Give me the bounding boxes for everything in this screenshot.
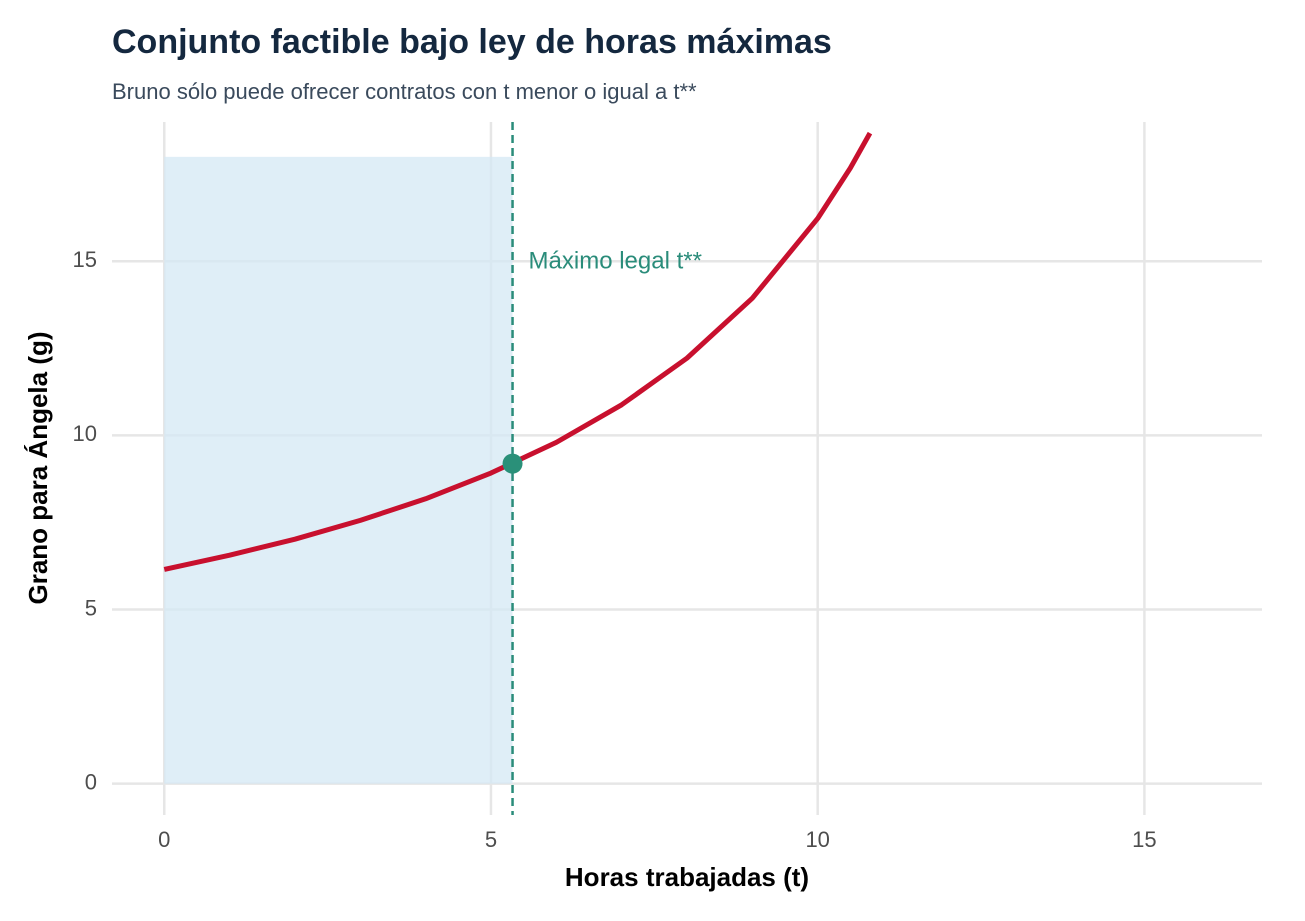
x-tick-label: 15 (1132, 827, 1156, 852)
legal-limit-label: Máximo legal t** (529, 247, 702, 274)
y-axis-label: Grano para Ángela (g) (23, 331, 53, 604)
x-axis-label: Horas trabajadas (t) (565, 862, 809, 892)
feasible-region (164, 156, 513, 784)
y-tick-label: 0 (85, 769, 97, 794)
intersection-point (502, 453, 523, 474)
x-tick-label: 5 (485, 827, 497, 852)
plot-area (163, 131, 873, 784)
y-tick-label: 5 (85, 595, 97, 620)
x-tick-label: 0 (158, 827, 170, 852)
curve (163, 131, 873, 572)
y-tick-label: 15 (73, 247, 97, 272)
y-tick-label: 10 (73, 421, 97, 446)
x-tick-label: 10 (805, 827, 829, 852)
chart-title: Conjunto factible bajo ley de horas máxi… (112, 23, 832, 61)
chart-subtitle: Bruno sólo puede ofrecer contratos con t… (112, 79, 697, 104)
